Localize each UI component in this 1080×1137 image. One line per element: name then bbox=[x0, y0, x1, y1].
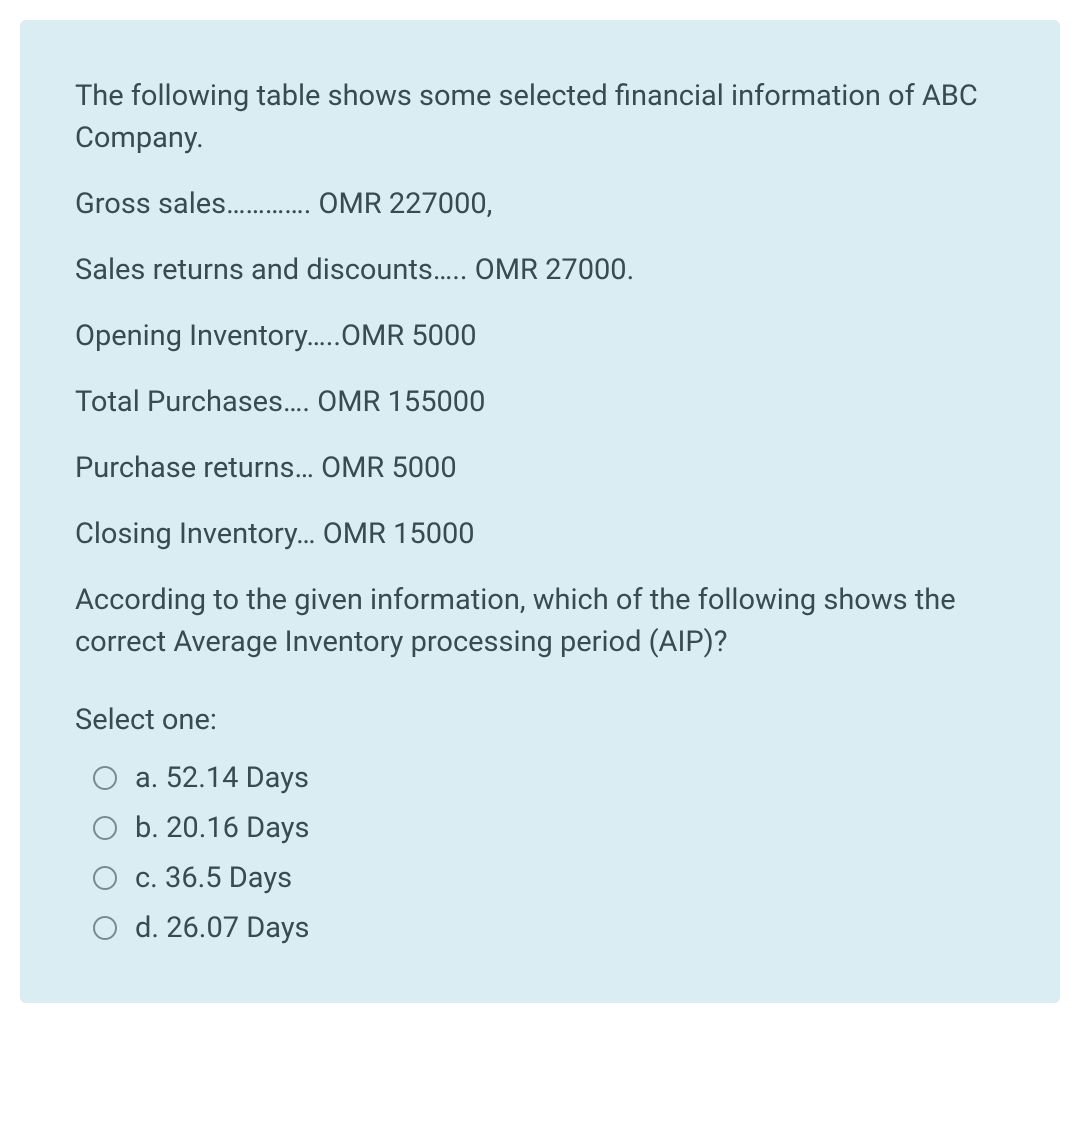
question-paragraph: Total Purchases…. OMR 155000 bbox=[75, 381, 1005, 423]
option-label[interactable]: d. 26.07 Days bbox=[135, 911, 310, 945]
question-paragraph: The following table shows some selected … bbox=[75, 75, 1005, 159]
answer-options-list: a. 52.14 Days b. 20.16 Days c. 36.5 Days… bbox=[75, 753, 1005, 953]
option-label[interactable]: b. 20.16 Days bbox=[135, 811, 309, 845]
answer-option-c[interactable]: c. 36.5 Days bbox=[75, 853, 1005, 903]
answer-option-d[interactable]: d. 26.07 Days bbox=[75, 903, 1005, 953]
answer-option-a[interactable]: a. 52.14 Days bbox=[75, 753, 1005, 803]
question-paragraph: According to the given information, whic… bbox=[75, 579, 1005, 663]
question-card: The following table shows some selected … bbox=[20, 20, 1060, 1003]
question-paragraph: Closing Inventory… OMR 15000 bbox=[75, 513, 1005, 555]
question-paragraph: Opening Inventory…..OMR 5000 bbox=[75, 315, 1005, 357]
option-label[interactable]: c. 36.5 Days bbox=[135, 861, 292, 895]
question-paragraph: Purchase returns… OMR 5000 bbox=[75, 447, 1005, 489]
select-one-label: Select one: bbox=[75, 703, 1005, 737]
option-label[interactable]: a. 52.14 Days bbox=[135, 761, 309, 795]
answer-option-b[interactable]: b. 20.16 Days bbox=[75, 803, 1005, 853]
radio-option-a[interactable] bbox=[93, 766, 117, 790]
question-paragraph: Sales returns and discounts….. OMR 27000… bbox=[75, 249, 1005, 291]
radio-option-c[interactable] bbox=[93, 866, 117, 890]
question-paragraph: Gross sales…………. OMR 227000, bbox=[75, 183, 1005, 225]
question-text-block: The following table shows some selected … bbox=[75, 75, 1005, 663]
radio-option-d[interactable] bbox=[93, 916, 117, 940]
radio-option-b[interactable] bbox=[93, 816, 117, 840]
